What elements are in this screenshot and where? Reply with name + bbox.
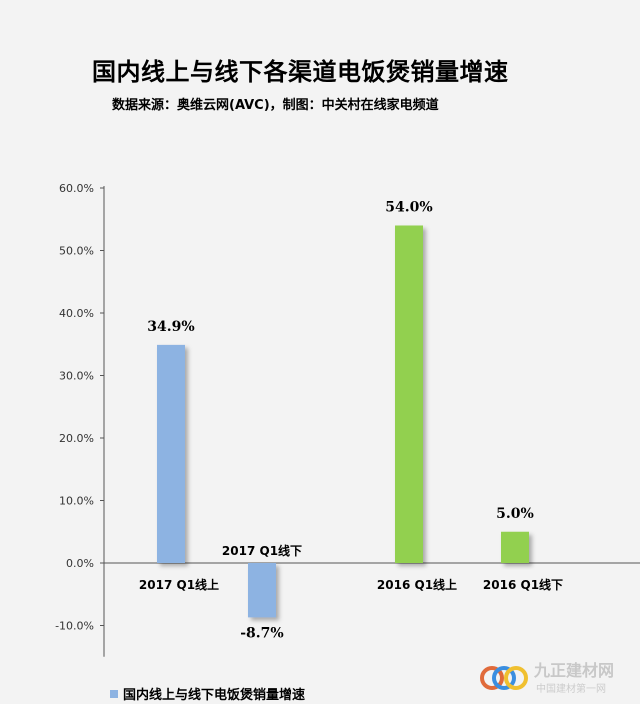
chart-subtitle: 数据来源：奥维云网(AVC)，制图：中关村在线家电频道: [112, 98, 439, 113]
bar: [501, 531, 529, 563]
y-tick-label: 10.0%: [59, 495, 94, 508]
y-tick-label: 30.0%: [59, 370, 94, 383]
y-tick-label: 0.0%: [66, 557, 94, 570]
bar: [395, 225, 423, 563]
legend-swatch: [110, 689, 118, 698]
y-tick-label: 50.0%: [59, 245, 94, 258]
chart-title: 国内线上与线下各渠道电饭煲销量增速: [92, 58, 509, 86]
watermark-text: 九正建材网: [533, 661, 614, 680]
data-label: 5.0%: [496, 506, 534, 522]
bar: [157, 344, 185, 563]
y-tick-label: 60.0%: [59, 182, 94, 195]
data-label: 34.9%: [147, 319, 194, 335]
watermark-subtext: 中国建材第一网: [536, 682, 606, 695]
y-tick-label: 40.0%: [59, 307, 94, 320]
y-tick-label: 20.0%: [59, 432, 94, 445]
legend: 国内线上与线下电饭煲销量增速: [110, 684, 305, 703]
data-label: 54.0%: [385, 200, 432, 216]
bar: [248, 563, 276, 618]
data-label: -8.7%: [240, 625, 283, 641]
watermark-logo-icon: [480, 666, 528, 690]
category-label: 2016 Q1线下: [483, 577, 563, 592]
category-label: 2016 Q1线上: [377, 577, 457, 592]
watermark: 九正建材网 中国建材第一网: [480, 661, 614, 695]
category-label: 2017 Q1线上: [139, 577, 219, 592]
legend-label: 国内线上与线下电饭煲销量增速: [123, 688, 306, 703]
category-label: 2017 Q1线下: [222, 543, 302, 558]
y-tick-label: -10.0%: [55, 620, 94, 633]
